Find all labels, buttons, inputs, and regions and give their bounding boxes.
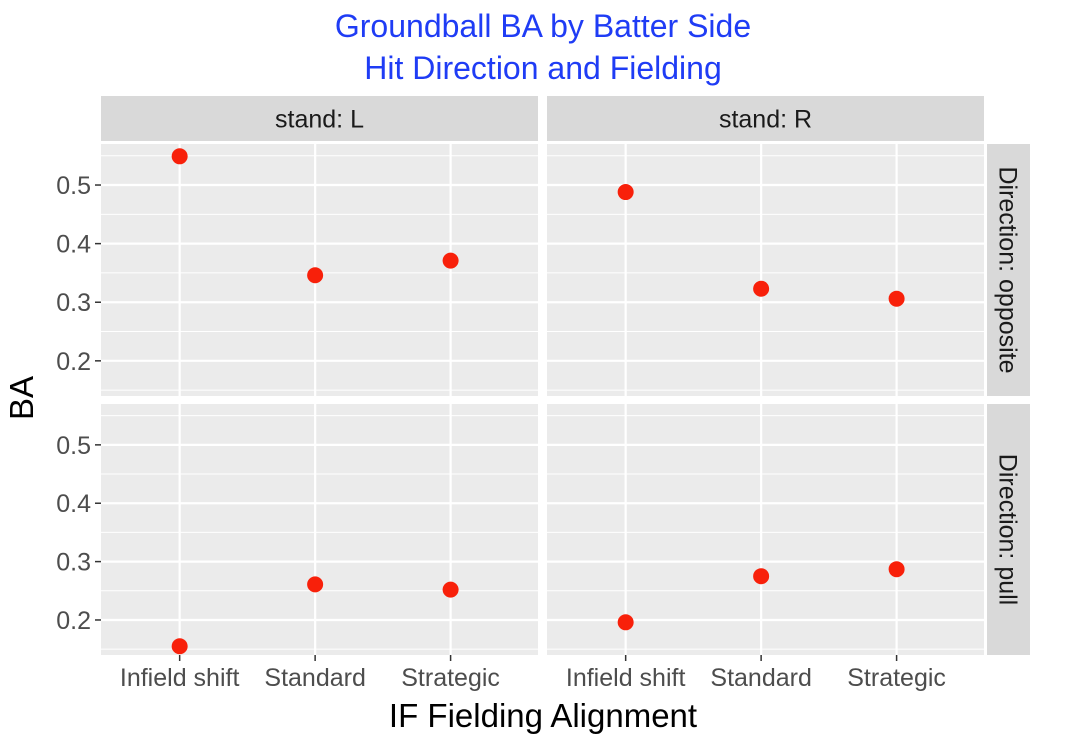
y-tick-label: 0.2 bbox=[56, 348, 91, 376]
data-point bbox=[888, 290, 905, 307]
x-tick-label: Strategic bbox=[401, 664, 500, 692]
data-point bbox=[442, 252, 459, 269]
y-axis-label: BA bbox=[3, 376, 40, 420]
panel-background bbox=[547, 144, 984, 396]
chart-title-line-1: Groundball BA by Batter Side bbox=[335, 8, 751, 44]
facet-strip-row bbox=[987, 144, 1030, 396]
data-point bbox=[307, 267, 324, 284]
facet-strip-row-label: Direction: opposite bbox=[994, 166, 1022, 373]
facet-strip-column bbox=[101, 96, 538, 141]
y-tick-label: 0.4 bbox=[56, 490, 91, 518]
facet-strip-row bbox=[987, 404, 1030, 655]
data-point bbox=[307, 576, 324, 593]
facet-strip-column bbox=[547, 96, 984, 141]
y-tick-label: 0.4 bbox=[56, 231, 91, 259]
data-point bbox=[171, 638, 188, 655]
facet-strip-row-label: Direction: pull bbox=[994, 454, 1022, 605]
y-tick-label: 0.5 bbox=[56, 432, 91, 460]
data-point bbox=[171, 148, 188, 165]
facet-strip-column-label: stand: L bbox=[275, 106, 364, 134]
plot-area: stand: L stand: R Direction: opposite Direc… bbox=[56, 96, 1030, 692]
data-point bbox=[617, 184, 634, 201]
y-tick-label: 0.3 bbox=[56, 549, 91, 577]
data-point bbox=[753, 280, 770, 297]
x-tick-label: Infield shift bbox=[566, 664, 686, 692]
data-point bbox=[617, 614, 634, 631]
x-tick-label: Strategic bbox=[847, 664, 946, 692]
x-tick-label: Standard bbox=[264, 664, 365, 692]
y-tick-label: 0.3 bbox=[56, 289, 91, 317]
x-axis-label: IF Fielding Alignment bbox=[389, 697, 697, 734]
panel-background bbox=[547, 404, 984, 655]
panel-background bbox=[101, 404, 538, 655]
x-tick-label: Infield shift bbox=[120, 664, 240, 692]
facet-strip-column-label: stand: R bbox=[719, 106, 812, 134]
x-tick-label: Standard bbox=[710, 664, 811, 692]
data-point bbox=[442, 581, 459, 598]
data-point bbox=[753, 568, 770, 585]
data-point bbox=[888, 561, 905, 578]
chart-title-line-2: Hit Direction and Fielding bbox=[364, 50, 722, 86]
y-tick-label: 0.2 bbox=[56, 607, 91, 635]
y-tick-label: 0.5 bbox=[56, 172, 91, 200]
